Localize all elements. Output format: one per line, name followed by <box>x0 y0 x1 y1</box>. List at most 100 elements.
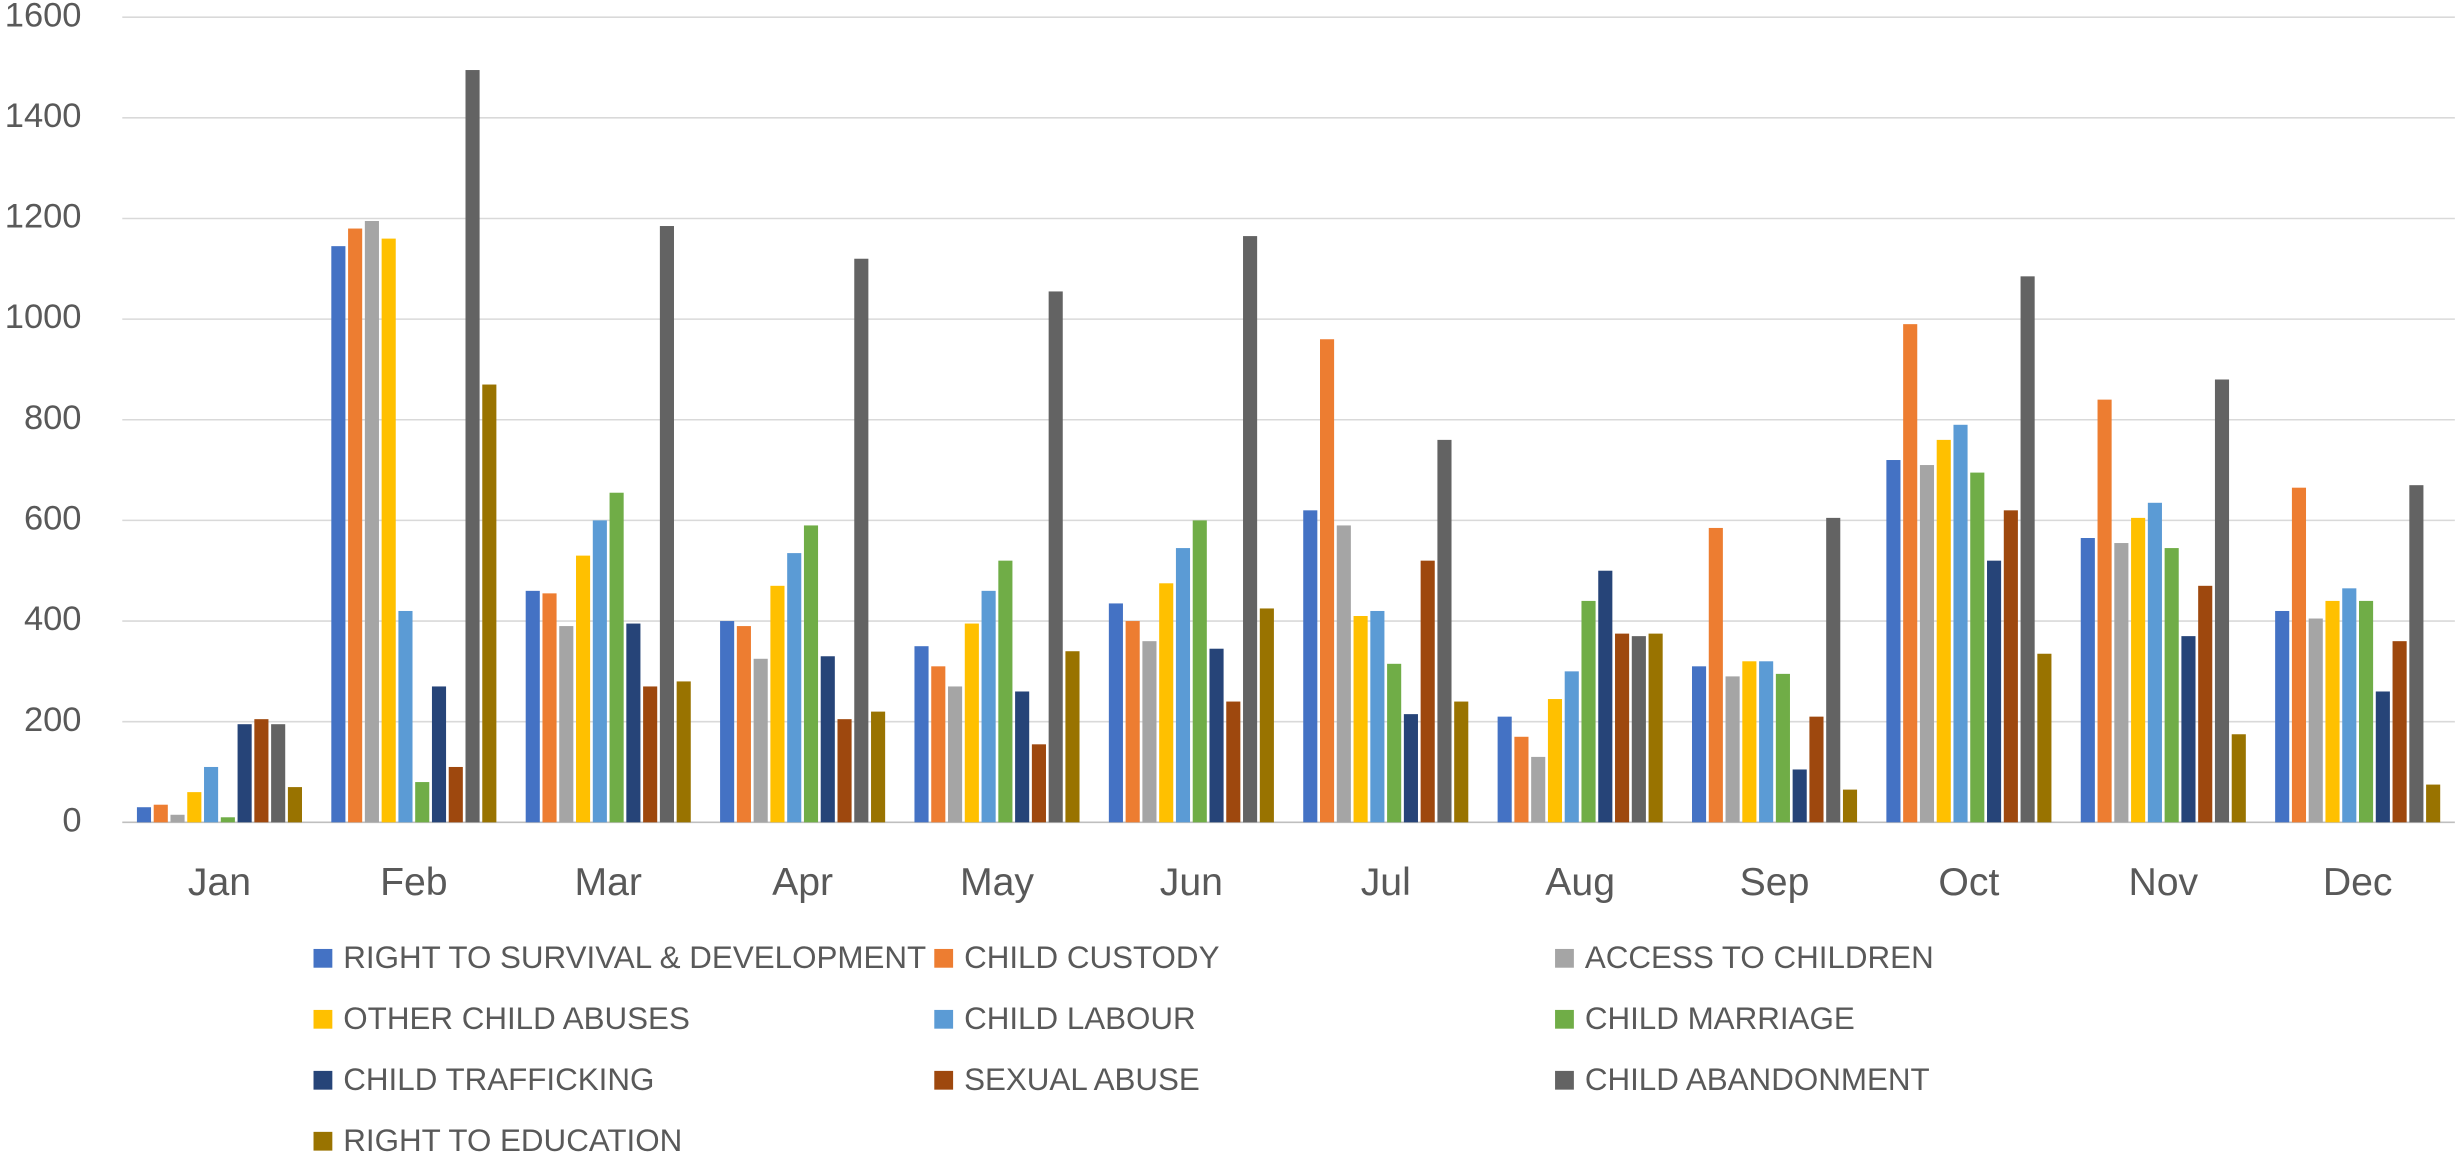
bar <box>1826 517 1841 823</box>
bar <box>820 656 835 823</box>
legend-label: CHILD CUSTODY <box>964 940 1220 975</box>
bar <box>254 719 269 823</box>
legend-swatch <box>1555 1070 1574 1090</box>
bar <box>2375 691 2390 823</box>
x-tick-label: Nov <box>2128 861 2198 904</box>
bar <box>1303 510 1318 823</box>
bar <box>2131 517 2146 823</box>
bar <box>592 520 607 823</box>
legend-label: RIGHT TO EDUCATION <box>343 1123 682 1158</box>
bar <box>1065 651 1080 823</box>
x-tick-label: Apr <box>772 861 833 904</box>
bar <box>981 590 996 823</box>
bar <box>2342 588 2357 823</box>
y-tick-label: 1000 <box>5 298 82 336</box>
bar <box>1454 701 1469 823</box>
bar <box>364 220 379 823</box>
bar <box>2164 548 2179 823</box>
x-tick-label: Feb <box>380 861 448 904</box>
bar <box>1336 525 1351 823</box>
bar <box>1108 603 1123 823</box>
bar <box>525 590 540 823</box>
bar <box>2409 485 2424 823</box>
bar <box>348 228 363 823</box>
bar <box>2080 538 2095 823</box>
bar <box>1353 616 1368 823</box>
bar <box>2097 399 2112 823</box>
bar <box>643 686 658 823</box>
bar <box>2020 276 2035 823</box>
bar <box>837 719 852 823</box>
bar <box>998 560 1013 823</box>
legend-label: CHILD LABOUR <box>964 1001 1196 1036</box>
legend-label: CHILD TRAFFICKING <box>343 1062 654 1097</box>
bar <box>1209 648 1224 823</box>
bar <box>1648 633 1663 823</box>
x-tick-label: Oct <box>1938 861 1999 904</box>
bar <box>1631 636 1646 823</box>
bar <box>1598 570 1613 823</box>
bar <box>2114 543 2129 823</box>
bar <box>2291 487 2307 823</box>
bar <box>2181 636 2196 823</box>
x-tick-label: Aug <box>1545 861 1615 904</box>
legend-label: OTHER CHILD ABUSES <box>343 1001 690 1036</box>
x-tick-label: May <box>960 861 1034 904</box>
bar <box>1919 465 1935 823</box>
bar <box>854 258 869 823</box>
bar <box>153 804 168 823</box>
bar <box>1708 527 1723 823</box>
y-tick-label: 800 <box>24 399 82 437</box>
bar <box>1809 716 1824 823</box>
bar <box>1691 666 1707 823</box>
legend-label: RIGHT TO SURVIVAL & DEVELOPMENT <box>343 940 926 975</box>
bar <box>2325 600 2340 823</box>
bar <box>1420 560 1435 823</box>
legend-swatch <box>1555 1009 1574 1029</box>
legend-swatch <box>313 1070 333 1090</box>
bar <box>1842 789 1858 823</box>
bar <box>2198 585 2213 823</box>
y-tick-label: 200 <box>24 701 82 739</box>
legend-swatch <box>313 948 333 968</box>
bar <box>1775 673 1790 823</box>
legend-swatch <box>1555 948 1574 968</box>
bar <box>1031 744 1046 823</box>
bar <box>1159 583 1174 823</box>
bar <box>1531 756 1546 823</box>
legend-swatch <box>934 1009 954 1029</box>
bar <box>1370 610 1385 823</box>
y-tick-label: 1600 <box>5 0 82 34</box>
bar <box>1142 641 1157 823</box>
bar <box>609 492 624 823</box>
bar <box>770 585 785 823</box>
legend-swatch <box>313 1131 333 1151</box>
bar <box>753 658 768 823</box>
bar <box>465 70 480 823</box>
bar <box>415 782 430 823</box>
bar <box>736 626 751 823</box>
legend-swatch <box>934 1070 954 1090</box>
y-tick-label: 400 <box>24 600 82 638</box>
bar <box>1015 691 1030 823</box>
bar <box>1437 439 1452 823</box>
y-tick-label: 1200 <box>5 198 82 236</box>
legend-label: CHILD ABANDONMENT <box>1585 1062 1930 1097</box>
bar <box>1259 608 1274 823</box>
bar <box>2392 641 2407 823</box>
bar <box>720 621 735 823</box>
bar <box>1403 714 1418 823</box>
legend-label: CHILD MARRIAGE <box>1585 1001 1855 1036</box>
bar <box>381 238 396 823</box>
legend-swatch <box>934 948 954 968</box>
bar <box>2037 653 2052 823</box>
x-tick-label: Jan <box>188 861 251 904</box>
bar <box>1936 439 1951 823</box>
bar <box>1564 671 1579 823</box>
bar <box>1792 769 1807 823</box>
bar <box>1125 621 1140 823</box>
bar <box>1953 424 1968 823</box>
bar <box>237 724 252 823</box>
bar <box>431 686 447 823</box>
bar <box>448 766 463 823</box>
